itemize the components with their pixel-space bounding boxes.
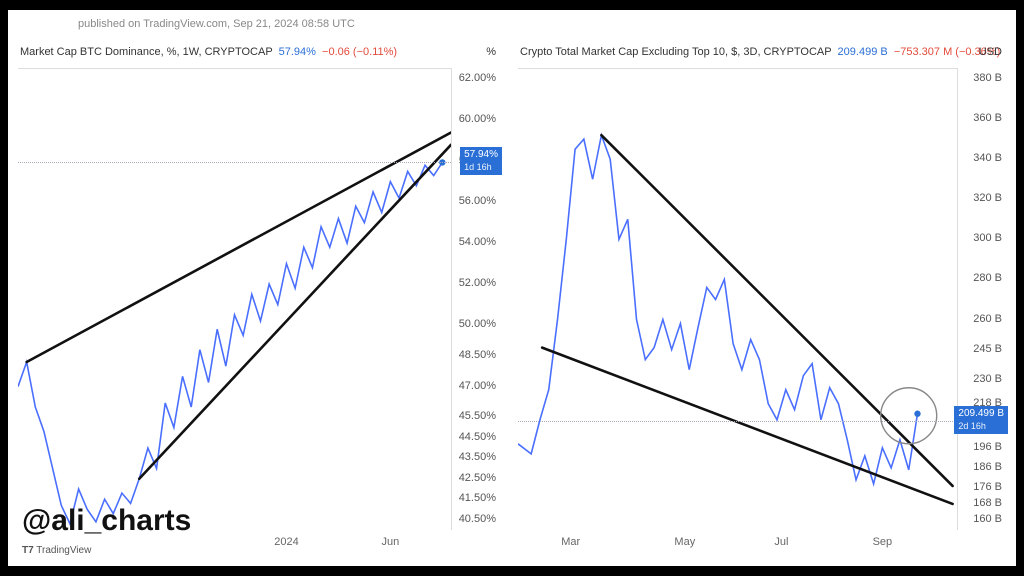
y-tick: 43.50%	[459, 451, 496, 463]
right-plot-area[interactable]	[518, 68, 958, 530]
price-tag: 209.499 B2d 16h	[954, 406, 1008, 434]
price-line	[518, 135, 917, 484]
y-tick: 168 B	[973, 497, 1002, 509]
left-y-axis: 62.00% 60.00% 57.94% 56.00% 54.00% 52.00% 50.0…	[452, 68, 502, 530]
x-tick: Sep	[873, 536, 893, 548]
price-tag: 57.94%1d 16h	[460, 147, 502, 175]
trend-line-upper	[601, 135, 952, 486]
y-tick: 48.50%	[459, 349, 496, 361]
left-plot-area[interactable]	[18, 68, 452, 530]
watermark: @ali_charts	[22, 504, 191, 538]
x-tick: Jun	[382, 536, 400, 548]
y-tick: 54.00%	[459, 236, 496, 248]
price-line	[18, 162, 442, 523]
published-caption: published on TradingView.com, Sep 21, 20…	[78, 18, 355, 30]
y-tick: 300 B	[973, 232, 1002, 244]
price-tag-value: 57.94%	[464, 149, 498, 160]
y-tick: 60.00%	[459, 113, 496, 125]
current-price-line	[18, 162, 451, 163]
y-tick: 260 B	[973, 313, 1002, 325]
chart-svg	[518, 69, 957, 530]
y-tick: 56.00%	[459, 195, 496, 207]
tradingview-logo: T7 TradingView	[22, 545, 91, 556]
y-tick: 176 B	[973, 481, 1002, 493]
y-tick: 186 B	[973, 461, 1002, 473]
y-tick: 380 B	[973, 72, 1002, 84]
chart-svg	[18, 69, 451, 530]
left-chart-title: Market Cap BTC Dominance, %, 1W, CRYPTOC…	[20, 46, 397, 58]
left-title-text: Market Cap BTC Dominance, %, 1W, CRYPTOC…	[20, 46, 272, 58]
right-title-text: Crypto Total Market Cap Excluding Top 10…	[520, 46, 831, 58]
y-tick: 47.00%	[459, 380, 496, 392]
left-change: −0.06 (−0.11%)	[322, 46, 397, 58]
y-tick: 280 B	[973, 272, 1002, 284]
y-tick: 360 B	[973, 112, 1002, 124]
y-tick: 41.50%	[459, 492, 496, 504]
right-y-axis: 380 B 360 B 340 B 320 B 300 B 280 B 260 B 245 B…	[958, 68, 1008, 530]
trend-line-upper	[27, 133, 451, 362]
y-tick: 52.00%	[459, 277, 496, 289]
price-tag-countdown: 1d 16h	[464, 161, 498, 173]
y-tick: 42.50%	[459, 472, 496, 484]
x-tick: 2024	[274, 536, 298, 548]
left-unit: %	[486, 46, 496, 58]
y-tick: 245 B	[973, 343, 1002, 355]
price-tag-value: 209.499 B	[958, 408, 1004, 419]
y-tick: 230 B	[973, 373, 1002, 385]
y-tick: 40.50%	[459, 513, 496, 525]
tv-text: TradingView	[36, 545, 91, 556]
right-panel: Crypto Total Market Cap Excluding Top 10…	[518, 46, 1008, 552]
x-tick: Jul	[774, 536, 788, 548]
left-panel: Market Cap BTC Dominance, %, 1W, CRYPTOC…	[18, 46, 502, 552]
right-chart-title: Crypto Total Market Cap Excluding Top 10…	[520, 46, 1000, 58]
trend-line-lower	[139, 145, 451, 479]
x-tick: May	[674, 536, 695, 548]
tv-prefix: T7	[22, 545, 34, 556]
left-current-value: 57.94%	[279, 46, 316, 58]
y-tick: 45.50%	[459, 410, 496, 422]
last-point-dot	[914, 411, 920, 417]
price-tag-countdown: 2d 16h	[958, 420, 1004, 432]
x-tick: Mar	[561, 536, 580, 548]
y-tick: 320 B	[973, 192, 1002, 204]
right-current-value: 209.499 B	[838, 46, 888, 58]
y-tick: 340 B	[973, 152, 1002, 164]
highlight-circle	[881, 388, 937, 444]
y-tick: 160 B	[973, 513, 1002, 525]
right-unit: USD	[979, 46, 1002, 58]
current-price-line	[518, 421, 957, 422]
y-tick: 196 B	[973, 441, 1002, 453]
y-tick: 62.00%	[459, 72, 496, 84]
y-tick: 50.00%	[459, 318, 496, 330]
y-tick: 44.50%	[459, 431, 496, 443]
